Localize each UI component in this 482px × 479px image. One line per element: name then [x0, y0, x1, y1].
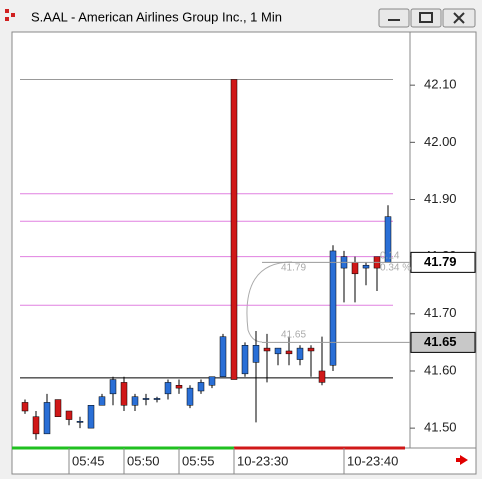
- y-tick-label: 41.70: [424, 305, 457, 320]
- y-tick-label: 42.00: [424, 134, 457, 149]
- maximize-button[interactable]: [410, 8, 442, 28]
- candle-body: [219, 336, 227, 377]
- candle-body: [186, 387, 194, 406]
- minimize-button[interactable]: [378, 8, 410, 28]
- window-buttons[interactable]: [378, 8, 476, 28]
- measure-label: 41.79: [281, 263, 306, 274]
- candle-body: [197, 382, 205, 392]
- candle-body: [54, 399, 62, 417]
- candle-body: [65, 410, 73, 420]
- candle-body: [175, 385, 183, 389]
- app-icon: [11, 13, 15, 17]
- y-tick-label: 41.60: [424, 362, 457, 377]
- x-tick-label: 10-23:30: [237, 453, 288, 468]
- plot-area: [11, 31, 411, 449]
- candle-body: [318, 370, 326, 383]
- scroll-arrow[interactable]: [456, 455, 468, 465]
- app-icon: [5, 17, 9, 21]
- candle-body: [241, 345, 249, 375]
- y-tick-label: 41.90: [424, 191, 457, 206]
- candle-body: [329, 250, 337, 366]
- candle-body: [32, 416, 40, 435]
- candle-body: [142, 398, 150, 400]
- candle-body: [21, 402, 29, 412]
- measure-label: 0.14: [380, 251, 400, 262]
- candle-body: [109, 379, 117, 395]
- price-marker: [410, 331, 476, 353]
- candle-body: [208, 376, 216, 386]
- candle-body: [87, 405, 95, 429]
- y-tick-label: 41.50: [424, 420, 457, 435]
- candle-body: [274, 347, 282, 355]
- candle-body: [351, 262, 359, 275]
- price-axis: [409, 31, 477, 449]
- app-icon: [5, 9, 9, 13]
- measure-label: 41.65: [281, 330, 306, 341]
- candle-body: [296, 347, 304, 360]
- window-title: S.AAL - American Airlines Group Inc., 1 …: [31, 9, 282, 24]
- candle-body: [164, 382, 172, 395]
- candle-body: [307, 347, 315, 352]
- price-marker-label: 41.79: [424, 254, 457, 269]
- candle-body: [230, 79, 238, 380]
- price-marker: [410, 251, 476, 273]
- x-tick-label: 05:55: [182, 453, 215, 468]
- candle-body: [120, 382, 128, 406]
- candle-body: [252, 345, 260, 363]
- x-tick-label: 05:45: [72, 453, 105, 468]
- maximize-icon: [419, 12, 433, 23]
- candle-body: [263, 347, 271, 352]
- price-marker-label: 41.65: [424, 334, 457, 349]
- x-tick-label: 05:50: [127, 453, 160, 468]
- y-tick-label: 42.10: [424, 77, 457, 92]
- time-axis: [11, 447, 477, 475]
- close-icon: [453, 12, 465, 24]
- candle-body: [131, 396, 139, 406]
- candle-body: [76, 421, 84, 423]
- x-tick-label: 10-23:40: [347, 453, 398, 468]
- candle-body: [362, 264, 370, 269]
- candle-body: [153, 398, 161, 400]
- candle-body: [43, 402, 51, 435]
- candle-body: [98, 396, 106, 406]
- measure-label: 0.34 %: [380, 263, 411, 274]
- candle-body: [285, 350, 293, 355]
